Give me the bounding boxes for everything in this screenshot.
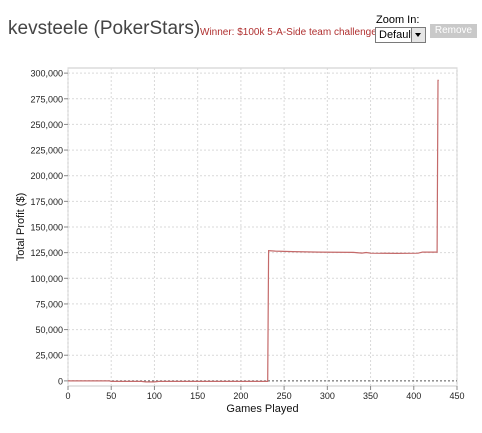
y-tick-label: 125,000 [30, 248, 63, 258]
y-tick-label: 150,000 [30, 223, 63, 233]
achievement-text: Winner: $100k 5-A-Side team challenge! [200, 27, 380, 38]
y-tick-label: 275,000 [30, 94, 63, 104]
x-axis-label: Games Played [226, 403, 298, 415]
y-tick-label: 175,000 [30, 197, 63, 207]
x-tick-label: 250 [277, 391, 292, 401]
x-tick-label: 50 [106, 391, 116, 401]
plot-area [67, 67, 458, 387]
y-tick-label: 200,000 [30, 171, 63, 181]
chevron-down-icon[interactable] [411, 28, 425, 42]
x-tick-label: 100 [147, 391, 162, 401]
x-tick-label: 200 [233, 391, 248, 401]
profit-series-line [68, 79, 439, 383]
y-tick-label: 25,000 [35, 351, 63, 361]
x-tick-label: 0 [65, 391, 70, 401]
zoom-select[interactable]: Default [375, 27, 426, 43]
y-axis-label: Total Profit ($) [15, 193, 27, 261]
zoom-select-value: Default [379, 29, 414, 41]
x-tick-label: 150 [190, 391, 205, 401]
y-tick-label: 300,000 [30, 69, 63, 79]
y-tick-label: 50,000 [35, 325, 63, 335]
y-tick-label: 75,000 [35, 299, 63, 309]
x-tick-label: 300 [320, 391, 335, 401]
x-tick-label: 400 [406, 391, 421, 401]
y-tick-label: 100,000 [30, 274, 63, 284]
zoom-label: Zoom In: [376, 14, 420, 26]
remove-button[interactable]: Remove [430, 24, 477, 38]
y-tick-label: 225,000 [30, 146, 63, 156]
page-title: kevsteele (PokerStars) [8, 18, 201, 39]
y-tick-label: 0 [58, 376, 63, 386]
y-tick-label: 250,000 [30, 120, 63, 130]
x-tick-label: 450 [449, 391, 464, 401]
x-tick-label: 350 [363, 391, 378, 401]
